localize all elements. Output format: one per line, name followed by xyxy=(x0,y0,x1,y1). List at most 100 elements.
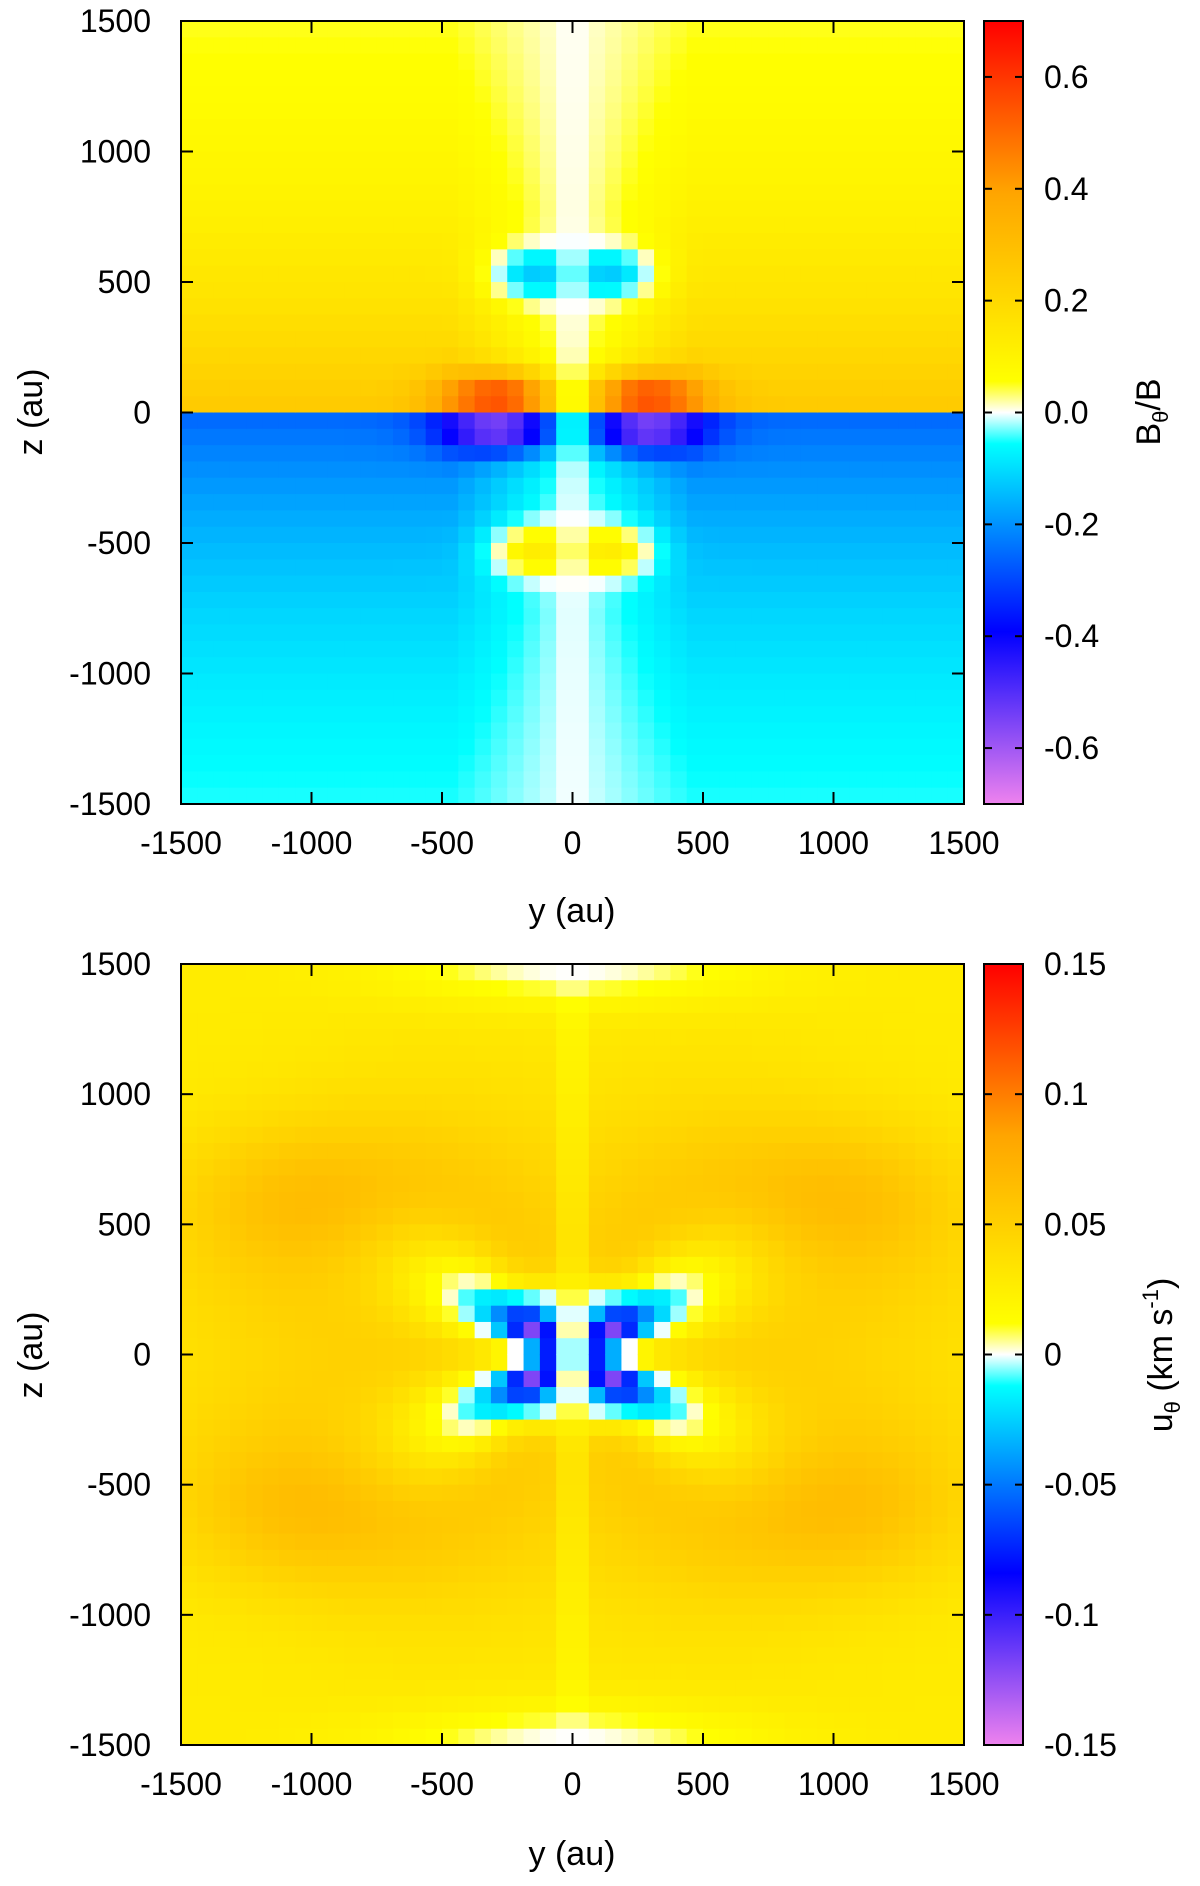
heatmap-cell xyxy=(719,1321,737,1339)
heatmap-cell xyxy=(474,494,492,511)
heatmap-cell xyxy=(344,755,362,772)
heatmap-cell xyxy=(572,510,590,528)
heatmap-cell xyxy=(523,1029,541,1046)
heatmap-cell xyxy=(458,559,476,577)
y-tick-label: -500 xyxy=(87,1467,151,1503)
heatmap-cell xyxy=(507,53,525,71)
heatmap-cell xyxy=(181,1500,198,1518)
heatmap-cell xyxy=(703,1452,720,1469)
heatmap-cell xyxy=(409,608,427,626)
heatmap-cell xyxy=(393,1175,410,1193)
heatmap-cell xyxy=(229,608,247,626)
heatmap-cell xyxy=(262,118,280,136)
heatmap-cell xyxy=(784,1387,802,1404)
heatmap-cell xyxy=(474,69,492,87)
heatmap-cell xyxy=(539,1126,557,1144)
heatmap-cell xyxy=(327,1452,345,1469)
heatmap-cell xyxy=(278,428,296,446)
heatmap-cell xyxy=(409,1142,427,1160)
heatmap-cell xyxy=(490,412,508,430)
heatmap-cell xyxy=(572,1468,590,1486)
heatmap-cell xyxy=(262,591,280,609)
heatmap-cell xyxy=(393,640,410,658)
heatmap-cell xyxy=(278,1403,296,1421)
heatmap-cell xyxy=(719,167,737,185)
heatmap-cell xyxy=(572,738,590,756)
heatmap-cell xyxy=(490,689,508,707)
heatmap-cell xyxy=(556,151,574,169)
heatmap-cell xyxy=(442,1582,459,1600)
colorbar-tick-label: -0.6 xyxy=(1044,730,1099,766)
heatmap-cell xyxy=(784,510,802,528)
heatmap-cell xyxy=(605,184,623,202)
heatmap-cell xyxy=(523,673,541,691)
heatmap-cell xyxy=(442,1631,459,1648)
heatmap-cell xyxy=(295,1712,313,1730)
heatmap-cell xyxy=(947,53,965,71)
heatmap-cell xyxy=(947,151,965,169)
heatmap-cell xyxy=(344,1354,362,1372)
heatmap-cell xyxy=(556,1224,574,1242)
heatmap-cell xyxy=(539,184,557,202)
heatmap-cell xyxy=(458,1094,476,1112)
heatmap-cell xyxy=(246,964,264,981)
heatmap-cell xyxy=(458,1484,476,1502)
heatmap-cell xyxy=(344,591,362,609)
heatmap-cell xyxy=(817,624,835,642)
heatmap-cell xyxy=(246,1159,264,1177)
heatmap-cell xyxy=(327,37,345,55)
heatmap-cell xyxy=(213,86,231,104)
heatmap-cell xyxy=(735,591,753,609)
heatmap-cell xyxy=(246,1679,264,1697)
heatmap-cell xyxy=(768,494,786,511)
heatmap-cell xyxy=(800,1370,818,1388)
heatmap-cell xyxy=(670,1403,688,1421)
heatmap-cell xyxy=(507,689,525,707)
heatmap-cell xyxy=(637,1517,655,1535)
colorbar-tick-label: -0.15 xyxy=(1044,1727,1117,1763)
heatmap-cell xyxy=(539,53,557,71)
heatmap-cell xyxy=(670,184,688,202)
heatmap-cell xyxy=(637,282,655,299)
heatmap-cell xyxy=(393,461,410,479)
heatmap-cell xyxy=(572,964,590,981)
heatmap-cell xyxy=(327,233,345,250)
heatmap-cell xyxy=(213,575,231,593)
heatmap-cell xyxy=(490,1321,508,1339)
heatmap-cell xyxy=(197,1582,215,1600)
heatmap-cell xyxy=(768,151,786,169)
heatmap-cell xyxy=(213,1500,231,1518)
heatmap-cell xyxy=(490,21,508,38)
heatmap-cell xyxy=(181,1256,198,1274)
heatmap-cell xyxy=(393,363,410,381)
heatmap-cell xyxy=(866,1500,884,1518)
heatmap-cell xyxy=(327,738,345,756)
heatmap-cell xyxy=(197,1484,215,1502)
heatmap-cell xyxy=(393,526,410,544)
heatmap-cell xyxy=(197,1126,215,1144)
heatmap-cell xyxy=(409,1500,427,1518)
heatmap-cell xyxy=(735,1549,753,1567)
heatmap-cell xyxy=(735,640,753,658)
heatmap-cell xyxy=(442,37,459,55)
heatmap-cell xyxy=(719,151,737,169)
heatmap-cell xyxy=(262,314,280,332)
heatmap-cell xyxy=(262,1533,280,1551)
heatmap-cell xyxy=(800,591,818,609)
heatmap-cell xyxy=(866,1517,884,1535)
heatmap-cell xyxy=(295,1159,313,1177)
heatmap-cell xyxy=(311,396,329,414)
heatmap-cell xyxy=(458,1728,476,1746)
heatmap-cell xyxy=(915,996,932,1014)
heatmap-cell xyxy=(474,575,492,593)
heatmap-cell xyxy=(197,689,215,707)
heatmap-cell xyxy=(947,526,965,544)
heatmap-cell xyxy=(311,135,329,153)
heatmap-cell xyxy=(409,1582,427,1600)
heatmap-cell xyxy=(295,1029,313,1046)
heatmap-cell xyxy=(621,233,639,250)
heatmap-cell xyxy=(213,1679,231,1697)
heatmap-cell xyxy=(800,86,818,104)
heatmap-cell xyxy=(360,265,378,283)
heatmap-cell xyxy=(947,1110,965,1128)
